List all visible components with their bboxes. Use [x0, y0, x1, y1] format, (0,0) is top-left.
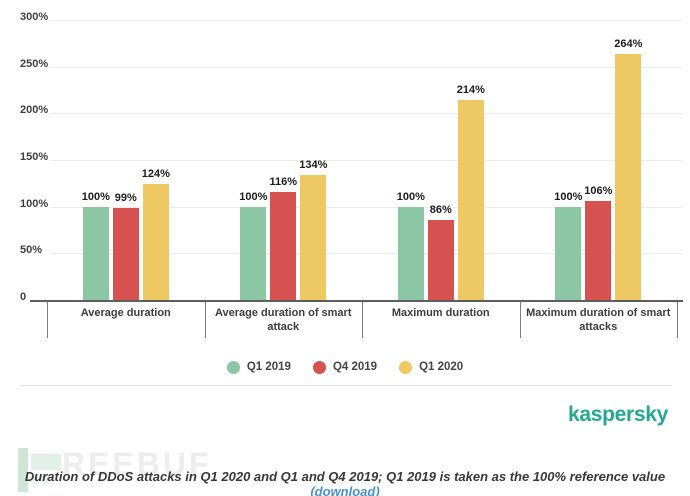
y-tick-label-150: 150% — [20, 151, 49, 163]
value-label-q4-2019-average-duration: 99% — [114, 191, 137, 204]
category-separator — [677, 302, 678, 338]
chart-legend: Q1 2019 Q4 2019 Q1 2020 — [0, 358, 690, 376]
legend-label: Q4 2019 — [332, 361, 378, 373]
bar-q4-2019-average-duration — [112, 207, 139, 300]
value-label-q4-2019-maximum-duration-of-smart-attacks: 106% — [584, 185, 613, 198]
legend-item-q4-2019: Q4 2019 — [312, 360, 378, 374]
category-label-average-duration: Average duration — [80, 307, 171, 319]
bar-q1-2020-average-duration — [142, 184, 169, 300]
category-separator — [47, 302, 48, 338]
legend-label: Q1 2020 — [419, 361, 464, 373]
legend-swatch-icon — [226, 360, 240, 374]
legend-swatch-icon — [312, 360, 326, 374]
caption-text: Duration of DDoS attacks in Q1 2020 and … — [24, 469, 666, 484]
value-label-q1-2020-average-duration-of-smart-attack: 134% — [299, 158, 328, 171]
horizontal-divider — [20, 385, 672, 386]
value-label-q4-2019-maximum-duration: 86% — [429, 203, 452, 216]
freebuf-watermark-text: REEBUF — [62, 446, 212, 482]
value-label-q1-2019-average-duration: 100% — [81, 190, 110, 203]
bar-q1-2020-maximum-duration-of-smart-attacks — [615, 53, 642, 300]
y-tick-label-0: 0 — [20, 291, 27, 303]
kaspersky-logo: kaspersky — [567, 403, 668, 426]
y-tick-label-250: 250% — [20, 58, 49, 70]
bar-q4-2019-maximum-duration — [427, 219, 454, 300]
bar-q1-2019-maximum-duration-of-smart-attacks — [555, 206, 582, 300]
value-label-q4-2019-average-duration-of-smart-attack: 116% — [269, 175, 298, 188]
bar-q1-2019-average-duration — [82, 206, 109, 300]
y-tick-label-100: 100% — [20, 198, 49, 210]
y-tick-label-200: 200% — [20, 104, 49, 116]
bar-chart-plot-area: 300% 250% 200% 150% 100% 50% 0 100% 99% 124% 100% 1… — [20, 11, 682, 303]
bar-q1-2020-maximum-duration — [457, 100, 484, 300]
bar-q4-2019-average-duration-of-smart-attack — [270, 191, 297, 300]
value-label-q1-2019-maximum-duration-of-smart-attacks: 100% — [554, 190, 583, 203]
legend-item-q1-2020: Q1 2020 — [399, 360, 464, 374]
category-label-maximum-duration-of-smart-attacks: Maximum duration of smart attacks — [526, 307, 671, 334]
category-label-average-duration-of-smart-attack: Average duration of smart attack — [214, 307, 352, 334]
gridline-50 — [50, 253, 682, 254]
bar-q1-2019-maximum-duration — [397, 206, 424, 300]
value-label-q1-2020-average-duration: 124% — [141, 168, 170, 181]
legend-label: Q1 2019 — [246, 361, 291, 373]
gridline-150 — [50, 160, 682, 161]
category-separator — [519, 302, 521, 338]
bar-q1-2020-average-duration-of-smart-attack — [300, 174, 327, 300]
value-label-q1-2019-maximum-duration: 100% — [396, 190, 425, 203]
download-link[interactable]: (download) — [310, 484, 380, 496]
legend-item-q1-2019: Q1 2019 — [226, 360, 291, 374]
value-label-q1-2020-maximum-duration: 214% — [456, 84, 485, 97]
category-label-maximum-duration: Maximum duration — [391, 307, 490, 319]
bar-q4-2019-maximum-duration-of-smart-attacks — [585, 201, 612, 300]
category-separator — [362, 302, 363, 338]
freebuf-logo-icon — [18, 448, 28, 492]
category-separator — [204, 302, 206, 338]
y-tick-label-50: 50% — [20, 244, 43, 256]
chart-caption: Duration of DDoS attacks in Q1 2020 and … — [0, 469, 690, 496]
legend-swatch-icon — [399, 360, 413, 374]
gridline-100 — [50, 207, 682, 208]
value-label-q1-2020-maximum-duration-of-smart-attacks: 264% — [614, 37, 643, 50]
y-tick-label-300: 300% — [20, 11, 49, 23]
x-axis-line — [30, 300, 683, 302]
gridline-250 — [50, 67, 682, 68]
gridline-200 — [50, 113, 682, 114]
freebuf-watermark: REEBUF — [18, 446, 318, 494]
value-label-q1-2019-average-duration-of-smart-attack: 100% — [239, 190, 268, 203]
bar-q1-2019-average-duration-of-smart-attack — [240, 206, 267, 300]
gridline-300 — [50, 20, 682, 21]
